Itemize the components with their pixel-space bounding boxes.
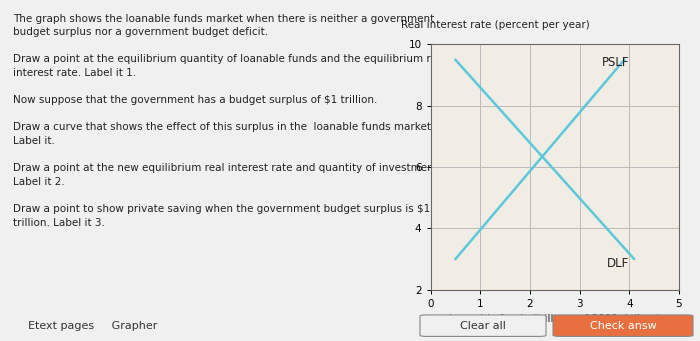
Text: Etext pages     Grapher: Etext pages Grapher [28,321,158,331]
Text: The graph shows the loanable funds market when there is neither a government
bud: The graph shows the loanable funds marke… [13,14,446,228]
FancyBboxPatch shape [553,315,693,336]
Text: Real interest rate (percent per year): Real interest rate (percent per year) [400,19,589,30]
Text: PSLF: PSLF [602,56,629,69]
Text: DLF: DLF [607,257,629,270]
X-axis label: Loanable funds (trillions of 2009 dollars): Loanable funds (trillions of 2009 dollar… [449,313,660,323]
Text: Clear all: Clear all [460,321,506,331]
FancyBboxPatch shape [420,315,546,336]
Text: Check answ: Check answ [589,321,657,331]
